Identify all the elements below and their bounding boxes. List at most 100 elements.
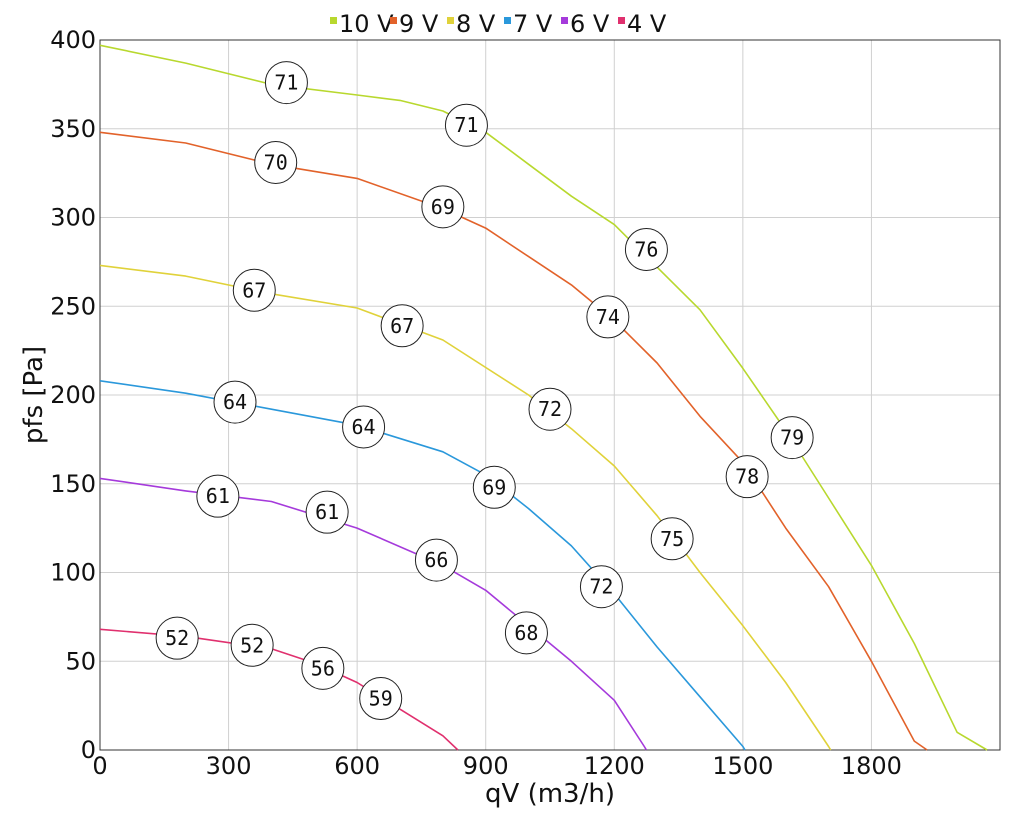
label-value: 67 (242, 278, 266, 302)
efficiency-label: 52 (155, 616, 199, 660)
x-tick-label: 600 (334, 752, 380, 780)
legend-item: 10 V (330, 10, 394, 38)
efficiency-label: 72 (528, 387, 572, 431)
efficiency-label: 61 (305, 490, 349, 534)
efficiency-label: 72 (579, 565, 623, 609)
label-bubble (472, 465, 516, 509)
plot-border (99, 39, 1001, 751)
label-bubble (254, 140, 298, 184)
label-value: 52 (240, 633, 264, 657)
legend-item: 8 V (447, 10, 496, 38)
series-line-7v (99, 380, 746, 751)
label-value: 66 (424, 548, 448, 572)
y-tick-labels: 0 50 100 150 200 250 300 350 400 (50, 26, 96, 764)
plot-frame (99, 39, 1001, 751)
y-tick-label: 350 (50, 115, 96, 143)
legend-swatch (330, 17, 337, 24)
label-value: 71 (454, 113, 478, 137)
legend-item: 4 V (618, 10, 667, 38)
legend-swatch (504, 17, 511, 24)
legend-label: 10 V (339, 10, 394, 38)
x-tick-label: 1800 (841, 752, 902, 780)
label-bubble (725, 455, 769, 499)
label-bubble (444, 103, 488, 147)
efficiency-label: 69 (472, 465, 516, 509)
efficiency-label: 56 (301, 646, 345, 690)
label-bubble (624, 227, 668, 271)
label-bubble (196, 474, 240, 518)
x-tick-label: 900 (463, 752, 509, 780)
label-bubble (155, 616, 199, 660)
efficiency-label: 64 (342, 405, 386, 449)
series-line-6v (99, 477, 648, 751)
label-bubble (380, 304, 424, 348)
legend-item: 6 V (561, 10, 610, 38)
efficiency-label: 75 (650, 517, 694, 561)
label-bubble (579, 565, 623, 609)
y-axis-title: pfs [Pa] (19, 346, 49, 444)
legend-swatch (447, 17, 454, 24)
legend-item: 7 V (504, 10, 553, 38)
legend-label: 4 V (627, 10, 667, 38)
series-line-10v (99, 44, 988, 751)
efficiency-label: 71 (264, 61, 308, 105)
label-value: 74 (596, 305, 620, 329)
label-value: 61 (206, 484, 230, 508)
y-tick-label: 150 (50, 470, 96, 498)
y-tick-label: 0 (81, 736, 96, 764)
label-bubble (230, 623, 274, 667)
legend-swatch (561, 17, 568, 24)
legend-label: 8 V (456, 10, 496, 38)
label-bubble (414, 538, 458, 582)
efficiency-label: 79 (770, 416, 814, 460)
label-bubble (504, 611, 548, 655)
legend-label: 6 V (570, 10, 610, 38)
efficiency-label: 64 (213, 380, 257, 424)
label-value: 70 (264, 150, 288, 174)
x-tick-labels: 0 300 600 900 1200 1500 1800 (92, 752, 902, 780)
label-value: 61 (315, 500, 339, 524)
legend-swatch (618, 17, 625, 24)
series-line-8v (99, 264, 832, 751)
x-tick-label: 1500 (712, 752, 773, 780)
label-bubble (213, 380, 257, 424)
legend-swatch (390, 17, 397, 24)
y-tick-label: 400 (50, 26, 96, 54)
y-tick-label: 100 (50, 559, 96, 587)
label-bubble (650, 517, 694, 561)
label-value: 64 (223, 390, 247, 414)
efficiency-label: 68 (504, 611, 548, 655)
efficiency-label: 66 (414, 538, 458, 582)
x-axis-title: qV (m3/h) (485, 779, 615, 809)
label-value: 56 (311, 656, 335, 680)
label-bubble (264, 61, 308, 105)
label-value: 68 (514, 621, 538, 645)
series-line-4v (99, 628, 459, 751)
efficiency-label: 78 (725, 455, 769, 499)
y-tick-label: 300 (50, 204, 96, 232)
label-value: 72 (538, 397, 562, 421)
efficiency-label: 69 (421, 185, 465, 229)
label-value: 72 (589, 575, 613, 599)
legend-label: 9 V (399, 10, 439, 38)
efficiency-label: 74 (586, 295, 630, 339)
x-tick-label: 1200 (584, 752, 645, 780)
label-value: 79 (780, 426, 804, 450)
label-bubble (586, 295, 630, 339)
efficiency-label: 59 (359, 677, 403, 721)
legend-item: 9 V (390, 10, 439, 38)
y-tick-label: 250 (50, 292, 96, 320)
label-value: 69 (431, 195, 455, 219)
y-tick-label: 50 (65, 647, 96, 675)
legend-label: 7 V (513, 10, 553, 38)
label-bubble (232, 268, 276, 312)
efficiency-label: 61 (196, 474, 240, 518)
bubble-labels: 71 71 76 79 70 69 74 78 67 67 72 75 64 64 69 72 61 61 66 68… (155, 61, 814, 721)
label-value: 52 (165, 626, 189, 650)
label-value: 75 (660, 527, 684, 551)
label-bubble (301, 646, 345, 690)
label-bubble (421, 185, 465, 229)
label-value: 69 (482, 475, 506, 499)
label-value: 64 (352, 415, 376, 439)
label-bubble (342, 405, 386, 449)
